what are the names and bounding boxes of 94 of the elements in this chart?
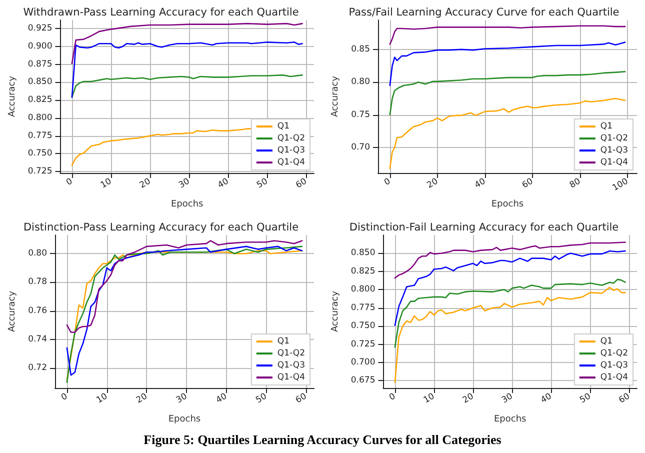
caption: Figure 5: Quartiles Learning Accuracy Curves for all Categories	[142, 432, 502, 448]
x-axis-title: Epochs	[170, 200, 204, 210]
chart-title: Pass/Fail Learning Accuracy Curve for each Quartile	[348, 6, 620, 18]
y-tick-label: 0.700	[350, 358, 376, 368]
x-tick-label: 40	[539, 392, 554, 406]
y-tick-label: 0.80	[351, 77, 370, 88]
legend-label: Q1-Q2	[277, 134, 306, 144]
x-tick-label: 0	[64, 176, 74, 188]
line-series	[394, 250, 626, 326]
y-axis-title: Accuracy	[330, 290, 340, 332]
y-tick-label: 0.800	[28, 112, 52, 123]
legend-label: Q1	[600, 336, 613, 346]
line-series	[394, 286, 626, 383]
legend-label: Q1-Q2	[600, 134, 628, 144]
y-axis-title: Accuracy	[330, 75, 340, 118]
y-tick-label: 0.74	[28, 334, 47, 344]
y-tick-label: 0.725	[28, 166, 52, 177]
y-tick-label: 0.85	[351, 44, 370, 54]
line-series	[389, 25, 626, 45]
line-series	[389, 42, 626, 86]
x-axis-title: Epochs	[168, 414, 201, 424]
x-tick-label: 30	[177, 176, 192, 191]
y-tick-label: 0.850	[28, 77, 52, 88]
x-tick-label: 30	[500, 392, 515, 406]
x-tick-label: 100	[610, 176, 630, 194]
line-series	[66, 240, 303, 333]
line-series	[394, 242, 626, 279]
x-tick-label: 10	[99, 176, 114, 191]
chart-title: Withdrawn-Pass Learning Accuracy for each Quartile	[23, 6, 299, 18]
line-series	[71, 74, 303, 98]
x-tick-label: 60	[617, 392, 632, 406]
y-tick-label: 0.825	[350, 266, 376, 276]
y-tick-label: 0.850	[350, 248, 376, 258]
x-tick-label: 20	[461, 392, 476, 406]
x-tick-label: 60	[294, 392, 309, 406]
x-tick-label: 40	[214, 392, 229, 406]
y-tick-label: 0.775	[28, 130, 52, 141]
legend-label: Q1-Q2	[277, 348, 306, 358]
x-tick-label: 40	[216, 176, 231, 191]
line-series	[71, 42, 303, 98]
chart-title: Distinction-Pass Learning Accuracy for each Quartile	[23, 222, 299, 234]
x-tick-label: 40	[473, 176, 488, 191]
y-axis-title: Accuracy	[8, 75, 18, 118]
y-tick-label: 0.800	[350, 284, 376, 295]
x-axis-title: Epochs	[494, 414, 527, 424]
x-tick-label: 0	[382, 176, 392, 188]
y-tick-label: 0.725	[350, 339, 376, 350]
x-axis-title: Epochs	[491, 200, 524, 210]
legend-label: Q1-Q4	[277, 372, 306, 382]
x-tick-label: 20	[426, 176, 440, 191]
legend-label: Q1-Q3	[600, 146, 628, 156]
line-series	[389, 71, 626, 116]
y-tick-label: 0.80	[28, 248, 47, 259]
legend-label: Q1	[600, 122, 613, 132]
chart-title: Distinction-Fail Learning Accuracy for each Quartile	[349, 222, 619, 234]
x-tick-label: 10	[422, 392, 436, 406]
legend-label: Q1-Q3	[277, 146, 306, 156]
legend-label: Q1-Q4	[600, 372, 628, 382]
legend-label: Q1	[277, 122, 290, 132]
x-tick-label: 50	[578, 392, 593, 406]
x-tick-label: 0	[60, 392, 70, 404]
y-tick-label: 0.70	[351, 142, 370, 152]
legend-label: Q1-Q2	[600, 348, 628, 358]
y-tick-label: 0.76	[28, 306, 47, 316]
y-tick-label: 0.900	[28, 41, 52, 52]
y-tick-label: 0.825	[28, 95, 52, 106]
y-tick-label: 0.78	[28, 277, 47, 288]
x-tick-label: 10	[94, 392, 110, 406]
legend-label: Q1-Q4	[600, 158, 628, 168]
x-tick-label: 30	[174, 392, 189, 406]
y-tick-label: 0.72	[28, 362, 47, 373]
x-tick-label: 20	[138, 176, 153, 191]
x-tick-label: 60	[520, 176, 535, 191]
x-tick-label: 20	[134, 392, 150, 406]
legend-label: Q1-Q3	[277, 360, 306, 370]
y-tick-label: 0.750	[350, 321, 376, 332]
line-series	[394, 278, 626, 348]
x-tick-label: 80	[568, 176, 582, 191]
legend-label: Q1	[277, 336, 290, 346]
x-tick-label: 60	[294, 176, 309, 191]
line-series	[71, 22, 303, 64]
y-tick-label: 0.75	[351, 110, 370, 120]
line-series	[389, 98, 626, 170]
x-tick-label: 50	[255, 176, 270, 191]
y-tick-label: 0.775	[350, 302, 376, 313]
x-tick-label: 50	[254, 392, 269, 406]
legend-label: Q1-Q4	[277, 158, 306, 168]
y-tick-label: 0.875	[28, 59, 52, 70]
y-tick-label: 0.925	[28, 24, 52, 34]
y-axis-title: Accuracy	[8, 290, 18, 332]
y-tick-label: 0.675	[350, 376, 376, 386]
y-tick-label: 0.750	[28, 148, 52, 159]
legend-label: Q1-Q3	[600, 360, 628, 370]
x-tick-label: 0	[388, 392, 398, 404]
